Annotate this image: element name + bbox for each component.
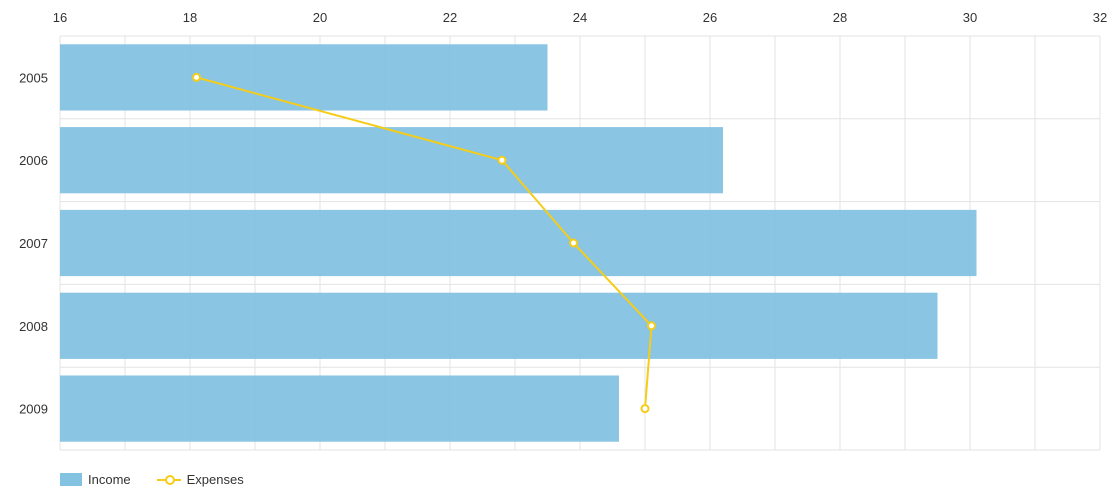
y-category-label: 2006 bbox=[19, 153, 48, 168]
bar-income bbox=[60, 209, 977, 277]
x-tick-label: 20 bbox=[313, 10, 327, 25]
legend-label-expenses: Expenses bbox=[186, 472, 244, 487]
legend-swatch-expenses bbox=[156, 473, 181, 487]
expenses-point bbox=[569, 238, 578, 248]
bar-income bbox=[60, 375, 619, 442]
legend: Income Expenses bbox=[60, 472, 244, 487]
bar-income bbox=[60, 44, 548, 111]
x-tick-label: 26 bbox=[703, 10, 717, 25]
y-category-label: 2009 bbox=[19, 402, 48, 417]
expenses-point bbox=[497, 155, 507, 165]
y-category-label: 2007 bbox=[19, 236, 48, 251]
bar-income bbox=[60, 127, 723, 194]
x-tick-label: 28 bbox=[833, 10, 847, 25]
legend-swatch-income bbox=[60, 473, 82, 486]
expenses-point bbox=[192, 72, 201, 82]
expenses-point bbox=[647, 321, 656, 331]
bar-income bbox=[60, 292, 938, 359]
chart-svg: 16 18 20 22 24 26 28 30 32 2005 2006 2007 2008 2009 bbox=[19, 10, 1107, 451]
legend-item-income[interactable]: Income bbox=[60, 472, 131, 487]
legend-item-expenses[interactable]: Expenses bbox=[156, 472, 244, 487]
x-tick-label: 16 bbox=[53, 10, 67, 25]
x-tick-label: 24 bbox=[573, 10, 587, 25]
x-tick-label: 30 bbox=[963, 10, 977, 25]
x-tick-label: 22 bbox=[443, 10, 457, 25]
y-category-label: 2008 bbox=[19, 319, 48, 334]
x-tick-label: 18 bbox=[183, 10, 197, 25]
x-tick-label: 32 bbox=[1093, 10, 1107, 25]
expenses-point bbox=[640, 404, 650, 414]
y-category-label: 2005 bbox=[19, 70, 48, 85]
legend-label-income: Income bbox=[88, 472, 131, 487]
